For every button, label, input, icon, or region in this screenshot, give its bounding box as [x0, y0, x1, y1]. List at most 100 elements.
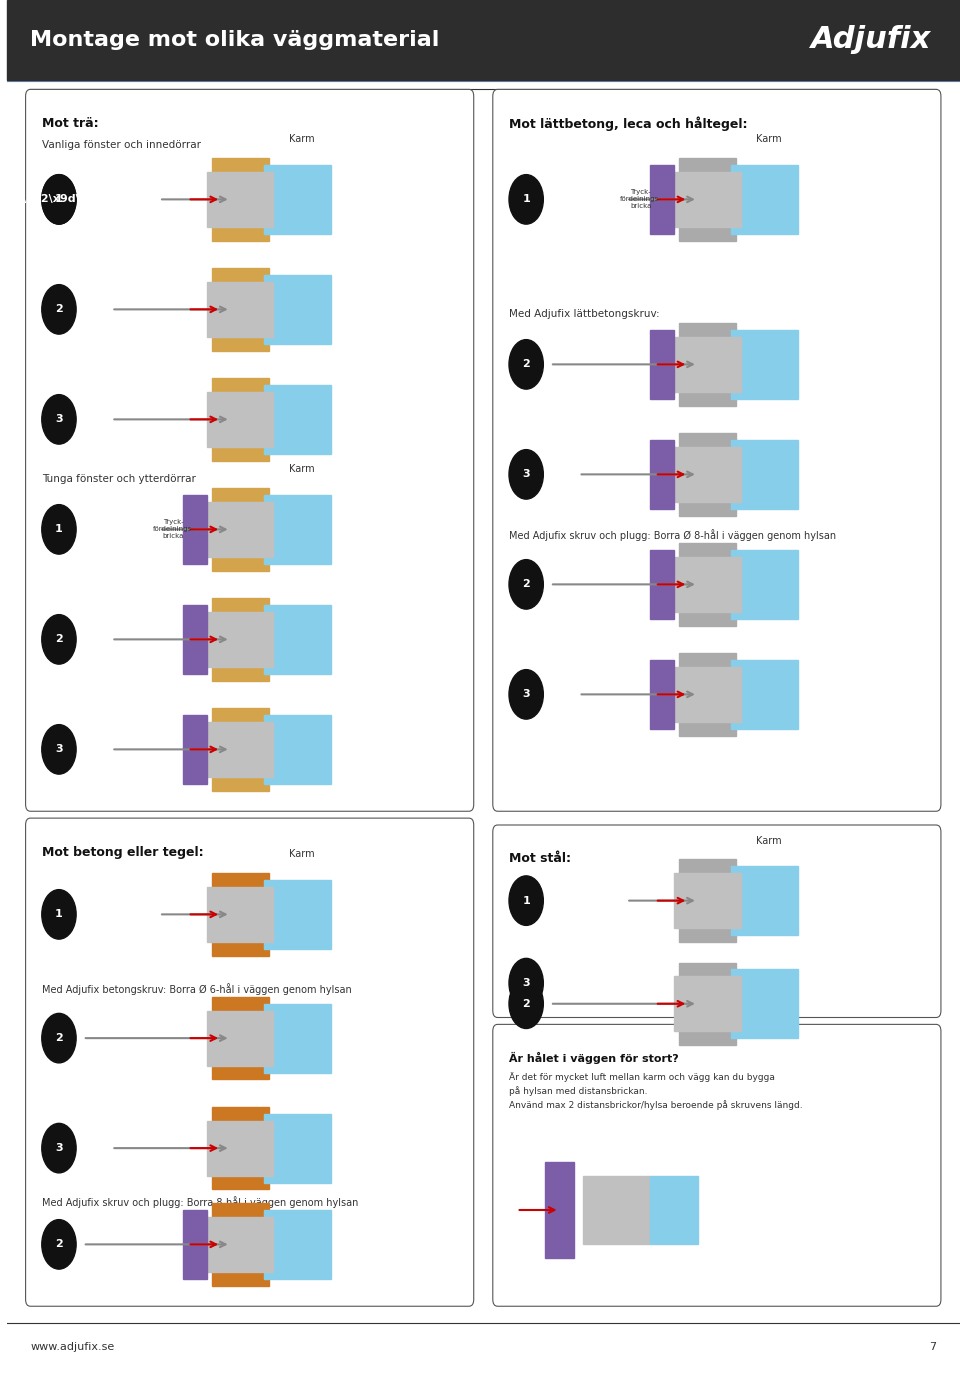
- FancyBboxPatch shape: [492, 89, 941, 811]
- Bar: [211, 1107, 269, 1189]
- Bar: [679, 323, 736, 406]
- Bar: [264, 385, 330, 454]
- Bar: [264, 1114, 330, 1182]
- Circle shape: [509, 560, 543, 609]
- Text: www.adjufix.se: www.adjufix.se: [31, 1342, 114, 1353]
- Bar: [679, 433, 736, 516]
- Bar: [679, 158, 736, 241]
- Bar: [650, 165, 674, 234]
- Bar: [650, 440, 674, 509]
- Text: 2: 2: [55, 1239, 62, 1250]
- Bar: [679, 653, 736, 736]
- Circle shape: [42, 395, 76, 444]
- Text: 3: 3: [522, 978, 530, 989]
- Circle shape: [42, 505, 76, 554]
- Text: Vanliga fönster och innedörrar: Vanliga fönster och innedörrar: [42, 140, 201, 150]
- Bar: [732, 440, 798, 509]
- FancyBboxPatch shape: [26, 818, 473, 1306]
- Text: Är hålet i väggen för stort?: Är hålet i väggen för stort?: [509, 1052, 679, 1064]
- Text: 1: 1: [55, 194, 62, 205]
- Bar: [206, 502, 274, 557]
- Bar: [206, 282, 274, 337]
- Text: Med Adjufix skruv och plugg: Borra Ø 8-hål i väggen genom hylsan: Med Adjufix skruv och plugg: Borra Ø 8-h…: [509, 529, 836, 542]
- Text: 3: 3: [522, 689, 530, 700]
- Text: 1: 1: [55, 524, 62, 535]
- Text: Karm: Karm: [289, 850, 315, 859]
- Circle shape: [42, 890, 76, 939]
- Circle shape: [42, 1013, 76, 1063]
- Bar: [264, 880, 330, 949]
- Text: 3: 3: [55, 744, 62, 755]
- Text: 1: 1: [55, 909, 62, 920]
- Bar: [674, 557, 741, 612]
- Bar: [211, 997, 269, 1079]
- Text: 3: 3: [522, 469, 530, 480]
- Text: Mot stål:: Mot stål:: [509, 852, 571, 865]
- Bar: [679, 543, 736, 626]
- Bar: [264, 495, 330, 564]
- Text: Karm: Karm: [289, 465, 315, 474]
- Text: Mot lättbetong, leca och håltegel:: Mot lättbetong, leca och håltegel:: [509, 117, 748, 132]
- Text: 1: 1: [522, 194, 530, 205]
- Bar: [206, 1121, 274, 1176]
- Bar: [211, 158, 269, 241]
- Text: 2: 2: [522, 359, 530, 370]
- Circle shape: [509, 175, 543, 224]
- Text: Med Adjufix lättbetongskruv:: Med Adjufix lättbetongskruv:: [509, 309, 660, 319]
- Circle shape: [509, 979, 543, 1028]
- Circle shape: [509, 670, 543, 719]
- Bar: [211, 268, 269, 351]
- Text: 7: 7: [929, 1342, 936, 1353]
- Bar: [183, 495, 206, 564]
- Bar: [211, 1203, 269, 1286]
- Bar: [674, 337, 741, 392]
- Bar: [206, 392, 274, 447]
- Bar: [264, 1210, 330, 1279]
- Circle shape: [42, 1123, 76, 1173]
- Circle shape: [509, 450, 543, 499]
- FancyBboxPatch shape: [492, 1024, 941, 1306]
- Bar: [679, 859, 736, 942]
- Bar: [211, 873, 269, 956]
- Bar: [206, 887, 274, 942]
- Text: 2: 2: [55, 1033, 62, 1044]
- Bar: [674, 873, 741, 928]
- Bar: [211, 708, 269, 791]
- Bar: [211, 598, 269, 681]
- Text: Med Adjufix skruv och plugg: Borra 8-hål i väggen genom hylsan: Med Adjufix skruv och plugg: Borra 8-hål…: [42, 1196, 358, 1209]
- Circle shape: [42, 175, 76, 224]
- Text: Adjufix: Adjufix: [811, 25, 931, 55]
- Text: Karm: Karm: [756, 836, 782, 846]
- Bar: [732, 660, 798, 729]
- Bar: [183, 605, 206, 674]
- Bar: [206, 612, 274, 667]
- Text: 3: 3: [55, 1143, 62, 1154]
- Bar: [679, 962, 736, 1045]
- Circle shape: [42, 285, 76, 334]
- Bar: [264, 165, 330, 234]
- Bar: [732, 550, 798, 619]
- Bar: [732, 330, 798, 399]
- Bar: [674, 172, 741, 227]
- Text: Tryck-
fördelnings-
bricka: Tryck- fördelnings- bricka: [620, 190, 661, 209]
- Text: 2: 2: [522, 579, 530, 590]
- Bar: [545, 1162, 574, 1258]
- Bar: [674, 447, 741, 502]
- Bar: [674, 976, 741, 1031]
- Bar: [211, 378, 269, 461]
- Text: 3: 3: [55, 414, 62, 425]
- FancyBboxPatch shape: [492, 825, 941, 1018]
- Text: b'\xe2\x9d\xb6': b'\xe2\x9d\xb6': [12, 194, 107, 205]
- Text: 2: 2: [55, 634, 62, 645]
- Bar: [7, 0, 960, 80]
- Bar: [674, 667, 741, 722]
- Text: Mot betong eller tegel:: Mot betong eller tegel:: [42, 846, 204, 858]
- Bar: [211, 488, 269, 571]
- Text: 2: 2: [522, 998, 530, 1009]
- Bar: [732, 165, 798, 234]
- Bar: [206, 172, 274, 227]
- Bar: [183, 1210, 206, 1279]
- Bar: [264, 715, 330, 784]
- Bar: [650, 330, 674, 399]
- Bar: [650, 1176, 698, 1244]
